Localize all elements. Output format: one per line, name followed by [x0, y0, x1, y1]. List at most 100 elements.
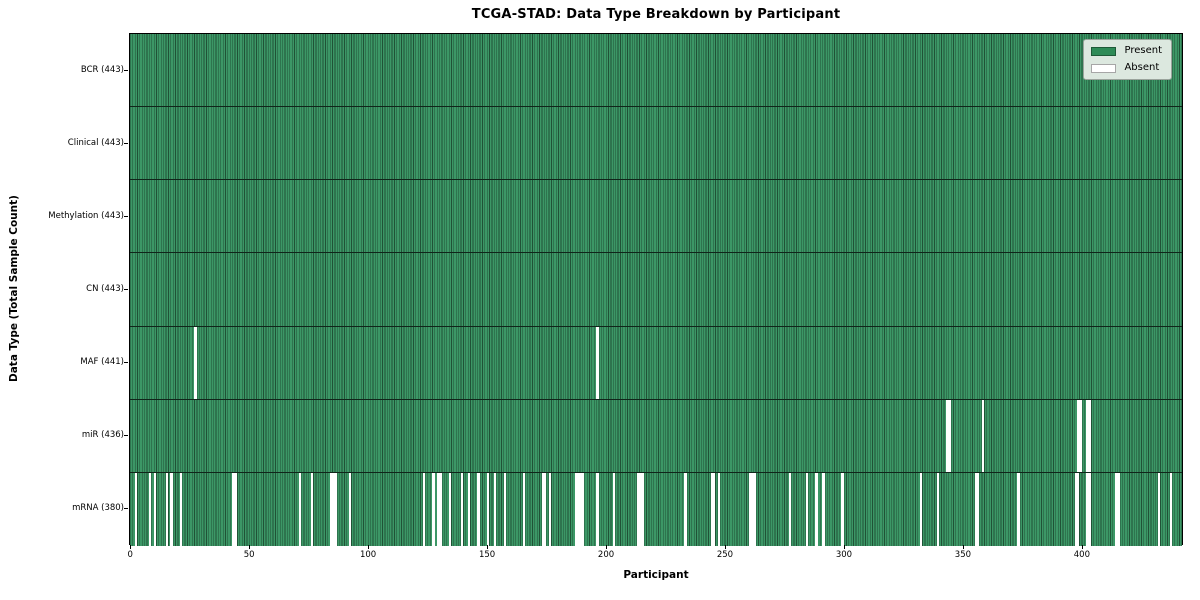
x-tick-mark — [606, 545, 608, 549]
absent-stripe — [612, 472, 616, 546]
y-tick-mark — [124, 289, 128, 290]
heatmap-row-maf — [130, 326, 1182, 400]
y-tick-label-methylation: Methylation (443) — [48, 210, 124, 221]
absent-stripe — [548, 472, 552, 546]
absent-stripe — [596, 326, 599, 399]
absent-stripe — [1079, 399, 1082, 472]
absent-stripe — [477, 472, 480, 546]
absent-stripe — [1076, 399, 1080, 472]
absent-stripe — [579, 472, 583, 546]
heatmap-row-clinical — [130, 107, 1182, 181]
plot-area: Present Absent — [129, 33, 1183, 546]
y-tick-mark — [124, 508, 128, 510]
x-tick-mark — [962, 545, 964, 549]
absent-stripe — [194, 326, 197, 399]
absent-stripe — [170, 472, 173, 546]
absent-stripe — [522, 472, 525, 546]
absent-stripe — [596, 472, 599, 546]
legend-swatch-present — [1091, 46, 1117, 56]
absent-stripe — [636, 472, 640, 546]
absent-stripe — [310, 472, 314, 546]
x-tick-label: 350 — [954, 550, 972, 560]
absent-stripe — [134, 472, 138, 546]
x-tick-mark — [249, 545, 251, 549]
legend-label: Present — [1124, 45, 1162, 56]
absent-stripe — [460, 472, 464, 546]
absent-stripe — [1088, 472, 1092, 546]
x-tick-mark — [843, 545, 845, 549]
absent-stripe — [684, 472, 687, 546]
y-tick-mark — [124, 435, 128, 437]
absent-stripe — [494, 472, 497, 546]
absent-stripe — [298, 472, 302, 546]
absent-stripe — [436, 472, 440, 546]
x-axis-title: Participant — [623, 569, 689, 581]
x-tick-label: 50 — [243, 550, 255, 560]
x-tick-mark — [130, 545, 132, 549]
absent-stripe — [1074, 472, 1077, 546]
x-tick-mark — [487, 545, 489, 549]
x-tick-mark — [368, 545, 370, 549]
x-tick-label: 0 — [127, 550, 133, 560]
y-tick-mark — [124, 69, 128, 71]
absent-stripe — [329, 472, 333, 546]
absent-stripe — [805, 472, 809, 546]
absent-stripe — [822, 472, 825, 546]
absent-stripe — [1169, 472, 1173, 546]
x-tick-label: 400 — [1073, 550, 1090, 560]
absent-stripe — [974, 472, 977, 546]
y-tick-mark — [124, 215, 128, 217]
absent-stripe — [1086, 399, 1089, 472]
y-axis-ticks: BCR (443) Clinical (443) Methylation (443)… — [0, 0, 124, 600]
absent-stripe — [753, 472, 756, 546]
absent-stripe — [1076, 472, 1080, 546]
absent-stripe — [332, 472, 335, 546]
legend: Present Absent — [1083, 39, 1172, 80]
absent-stripe — [1115, 472, 1118, 546]
absent-stripe — [179, 472, 183, 546]
absent-stripe — [503, 472, 506, 546]
absent-stripe — [232, 472, 235, 546]
absent-stripe — [981, 399, 985, 472]
legend-label: Absent — [1124, 62, 1160, 73]
absent-stripe — [422, 472, 426, 546]
absent-stripe — [153, 472, 157, 546]
x-tick-mark — [724, 545, 726, 549]
absent-stripe — [543, 472, 547, 546]
heatmap-row-mir — [130, 399, 1182, 473]
legend-entry-present: Present — [1091, 45, 1162, 57]
y-tick-label-mir: miR (436) — [81, 430, 124, 441]
absent-stripe — [1088, 399, 1092, 472]
y-tick-label-clinical: Clinical (443) — [67, 137, 124, 148]
absent-stripe — [946, 399, 949, 472]
absent-stripe — [841, 472, 844, 546]
absent-stripe — [577, 472, 580, 546]
absent-stripe — [717, 472, 721, 546]
y-tick-label-bcr: BCR (443) — [80, 64, 124, 75]
absent-stripe — [432, 472, 435, 546]
absent-stripe — [710, 472, 713, 546]
legend-entry-absent: Absent — [1091, 62, 1162, 74]
absent-stripe — [936, 472, 939, 546]
y-tick-label-maf: MAF (441) — [80, 357, 124, 368]
x-tick-label: 200 — [597, 550, 615, 560]
absent-stripe — [750, 472, 754, 546]
x-tick-label: 250 — [716, 550, 734, 560]
legend-swatch-absent — [1091, 63, 1117, 73]
absent-stripe — [1117, 472, 1120, 546]
absent-stripe — [348, 472, 352, 546]
x-tick-label: 150 — [478, 550, 496, 560]
absent-stripe — [574, 472, 578, 546]
absent-stripe — [334, 472, 337, 546]
absent-stripe — [486, 472, 490, 546]
absent-stripe — [448, 472, 452, 546]
absent-stripe — [582, 472, 585, 546]
absent-stripe — [748, 472, 751, 546]
x-tick-mark — [1081, 545, 1083, 549]
absent-stripe — [467, 472, 471, 546]
absent-stripe — [712, 472, 716, 546]
y-tick-label-mrna: mRNA (380) — [72, 503, 124, 514]
absent-stripe — [1017, 472, 1020, 546]
heatmap-row-methylation — [130, 180, 1182, 254]
